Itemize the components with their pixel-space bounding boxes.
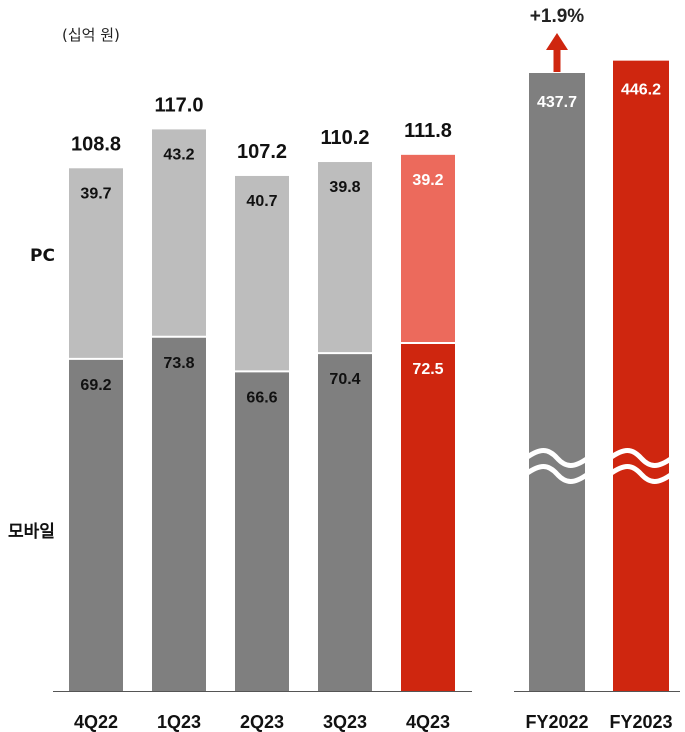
bar-pc-1Q23 <box>152 129 206 337</box>
value-label-FY2022: 437.7 <box>537 94 577 111</box>
mobile-value-label-4Q23: 72.5 <box>412 361 443 378</box>
pc-value-label-3Q23: 39.8 <box>329 179 360 196</box>
bar-pc-4Q23 <box>401 154 455 343</box>
total-label-2Q23: 107.2 <box>237 141 287 163</box>
axis-break-mark <box>523 464 591 484</box>
row-label-mobile: 모바일 <box>8 522 55 542</box>
pc-value-label-1Q23: 43.2 <box>163 146 194 163</box>
quarterly-stacked-bars: 39.7 69.2 108.8 4Q22 43.2 73.8 117.0 1Q23 40.7 66… <box>69 94 455 732</box>
mobile-value-label-2Q23: 66.6 <box>246 389 277 406</box>
bar-mobile-3Q23 <box>318 353 372 691</box>
bar-mobile-2Q23 <box>235 371 289 691</box>
mobile-value-label-1Q23: 73.8 <box>163 355 194 372</box>
x-tick-FY2022: FY2022 <box>525 712 588 732</box>
growth-label: +1.9% <box>530 6 585 27</box>
row-label-pc: PC <box>30 246 55 266</box>
x-tick-3Q23: 3Q23 <box>323 712 367 732</box>
annual-bars: 437.7 FY2022 446.2 FY2023 +1.9% <box>523 6 675 732</box>
pc-value-label-2Q23: 40.7 <box>246 193 277 210</box>
bar-mobile-4Q23 <box>401 343 455 691</box>
axis-break-mark <box>523 448 591 468</box>
x-tick-1Q23: 1Q23 <box>157 712 201 732</box>
bar-pc-4Q22 <box>69 168 123 359</box>
bar-FY2023 <box>613 60 669 691</box>
pc-value-label-4Q23: 39.2 <box>412 172 443 189</box>
x-tick-FY2023: FY2023 <box>609 712 672 732</box>
x-tick-4Q22: 4Q22 <box>74 712 118 732</box>
bar-mobile-1Q23 <box>152 336 206 691</box>
growth-arrow-shaft <box>553 46 561 72</box>
mobile-value-label-4Q22: 69.2 <box>80 377 111 394</box>
total-label-4Q23: 111.8 <box>404 120 452 142</box>
axis-break-mark <box>607 448 675 468</box>
pc-value-label-4Q22: 39.7 <box>80 185 111 202</box>
bar-mobile-4Q22 <box>69 358 123 691</box>
value-label-FY2023: 446.2 <box>621 82 661 99</box>
x-tick-4Q23: 4Q23 <box>406 712 450 732</box>
bar-FY2022 <box>529 73 585 691</box>
axis-break-mark <box>607 464 675 484</box>
bar-pc-2Q23 <box>235 175 289 372</box>
total-label-3Q23: 110.2 <box>321 127 370 149</box>
x-tick-2Q23: 2Q23 <box>240 712 284 732</box>
bar-pc-3Q23 <box>318 162 372 354</box>
mobile-value-label-3Q23: 70.4 <box>329 371 360 388</box>
total-label-1Q23: 117.0 <box>155 94 204 116</box>
growth-arrow-icon <box>546 33 568 50</box>
unit-label: (십억 원) <box>62 26 120 44</box>
total-label-4Q22: 108.8 <box>71 133 121 155</box>
